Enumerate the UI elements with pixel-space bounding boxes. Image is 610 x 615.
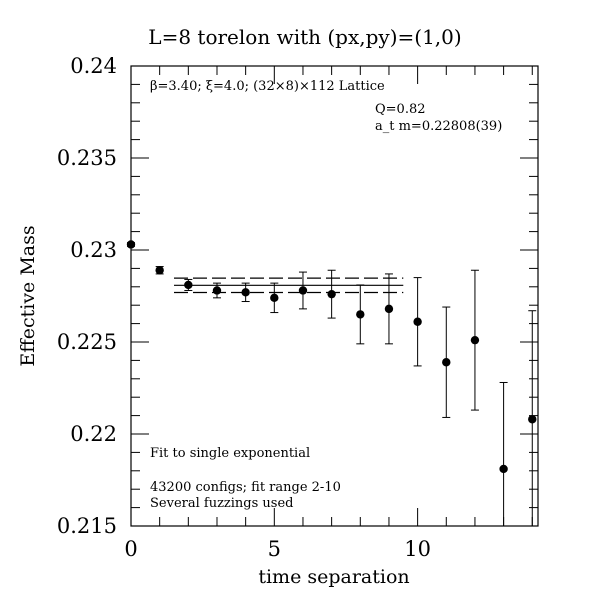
x-tick-label: 5	[268, 537, 281, 561]
data-point	[184, 280, 193, 290]
data-point	[270, 293, 279, 303]
annotation-q: Q=0.82	[375, 102, 426, 117]
data-points	[126, 240, 537, 526]
y-tick-label: 0.215	[57, 514, 117, 538]
y-tick-label: 0.24	[70, 54, 117, 78]
annotation-mass: a_t m=0.22808(39)	[375, 119, 502, 134]
y-tick-label: 0.22	[70, 422, 117, 446]
y-tick-label: 0.225	[57, 330, 117, 354]
data-point	[413, 317, 422, 326]
data-point	[298, 286, 308, 295]
annotation-configs: 43200 configs; fit range 2-10	[150, 480, 341, 495]
y-tick-label: 0.235	[57, 146, 117, 170]
x-tick-label: 10	[404, 537, 431, 561]
annotation-lattice: β=3.40; ξ=4.0; (32×8)×112 Lattice	[150, 79, 385, 94]
annotation-fit-type: Fit to single exponential	[150, 446, 310, 461]
y-tick-label: 0.23	[70, 238, 117, 262]
data-point	[356, 310, 365, 319]
data-point	[212, 286, 222, 295]
data-point	[384, 304, 394, 314]
data-point	[327, 289, 336, 299]
chart-title: L=8 torelon with (px,py)=(1,0)	[148, 25, 461, 49]
annotation-fuzzings: Several fuzzings used	[150, 496, 294, 511]
plot-frame	[130, 65, 539, 527]
data-point	[528, 415, 537, 424]
data-point	[470, 335, 480, 345]
x-axis-label: time separation	[258, 566, 409, 588]
data-point	[155, 266, 164, 275]
data-point	[499, 464, 508, 474]
x-tick-label: 0	[124, 537, 137, 561]
data-point	[442, 358, 451, 367]
axis-ticks: 0.215 0.22 0.225 0.23 0.235 0.24 0 5 10	[57, 54, 538, 561]
plot-border	[130, 65, 539, 527]
data-point	[241, 288, 250, 297]
y-axis-label: Effective Mass	[17, 225, 39, 366]
fit-band	[173, 277, 404, 294]
data-point	[126, 240, 136, 249]
